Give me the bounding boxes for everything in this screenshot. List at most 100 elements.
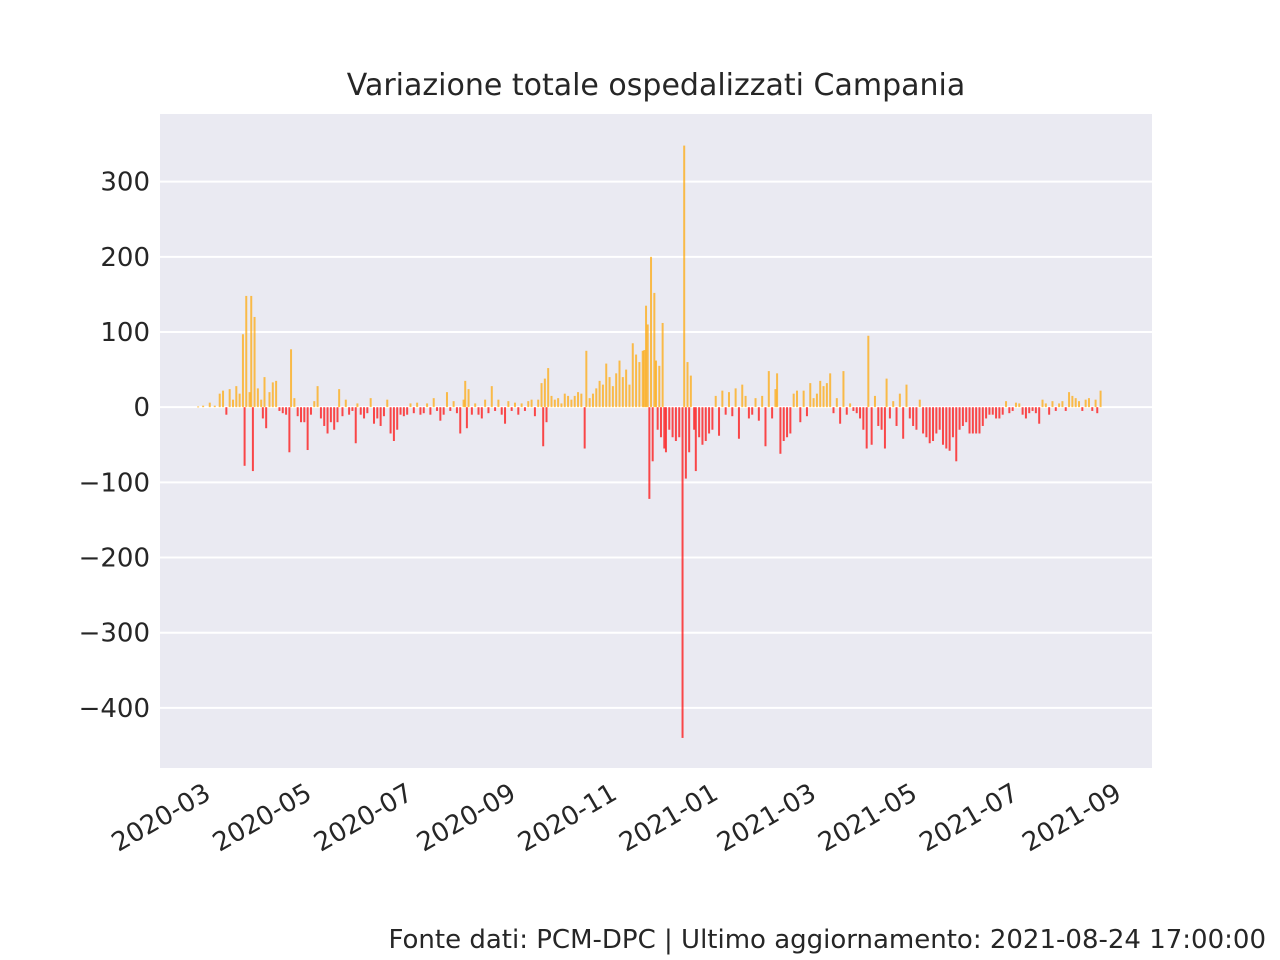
bar — [399, 407, 402, 415]
bar — [379, 407, 382, 426]
bar — [422, 407, 425, 414]
bar — [543, 378, 546, 408]
bar — [412, 407, 415, 414]
bar — [376, 407, 379, 419]
bar — [802, 390, 805, 408]
bar — [523, 407, 526, 411]
bar — [1081, 407, 1084, 411]
bar — [372, 407, 375, 424]
bar — [978, 407, 981, 434]
y-tick-label: −100 — [79, 468, 150, 498]
bar — [250, 295, 253, 408]
y-tick-label: 200 — [100, 243, 150, 273]
bar — [912, 407, 915, 426]
bar — [290, 349, 293, 408]
bar — [537, 399, 540, 408]
bar — [958, 407, 961, 430]
bar — [621, 377, 624, 408]
bar — [684, 407, 687, 479]
bar — [363, 407, 366, 419]
bar — [918, 399, 921, 408]
bar — [825, 383, 828, 408]
bar — [731, 407, 734, 417]
bar — [643, 350, 646, 408]
bar — [1064, 407, 1067, 411]
gridlines — [160, 180, 1152, 709]
bar — [870, 407, 873, 445]
bar — [474, 403, 477, 408]
bar — [951, 407, 954, 438]
bar — [855, 407, 858, 414]
bar — [902, 407, 905, 439]
bar — [883, 407, 886, 449]
x-tick-label: 2020-11 — [513, 778, 622, 858]
bar — [530, 399, 533, 408]
bar — [336, 407, 339, 423]
bar — [547, 368, 550, 408]
bar — [659, 407, 662, 438]
bar — [197, 406, 200, 408]
bar — [754, 398, 757, 408]
bar — [737, 407, 740, 439]
bar — [885, 378, 888, 408]
bar — [278, 407, 281, 411]
bar — [281, 407, 284, 414]
bar — [693, 407, 696, 430]
bar — [865, 407, 868, 449]
bar — [386, 399, 389, 408]
bar — [366, 407, 369, 414]
bar — [309, 407, 312, 415]
bar — [948, 407, 951, 451]
y-tick-label: −200 — [79, 544, 150, 574]
bar — [296, 407, 299, 417]
bar — [1051, 401, 1054, 408]
bar — [256, 388, 259, 408]
bar — [757, 407, 760, 421]
bar — [484, 399, 487, 408]
bar — [464, 380, 467, 408]
bar — [1031, 407, 1034, 411]
bar — [661, 322, 664, 408]
bar — [382, 407, 385, 417]
bar — [1005, 401, 1008, 408]
bar — [344, 399, 347, 408]
bar — [409, 403, 412, 408]
bar — [839, 407, 842, 424]
bar — [925, 407, 928, 438]
bar — [595, 388, 598, 408]
bar — [583, 407, 586, 449]
bar — [985, 407, 988, 419]
bar — [1094, 399, 1097, 408]
bar — [786, 407, 789, 438]
bar — [520, 403, 523, 408]
bar — [442, 407, 445, 415]
bar — [1008, 407, 1011, 414]
bar — [645, 305, 648, 408]
bar — [494, 407, 497, 411]
bar — [611, 386, 614, 408]
bar — [1071, 395, 1074, 408]
bar — [995, 407, 998, 419]
bar — [1048, 407, 1051, 415]
bar — [938, 407, 941, 430]
bar — [1091, 407, 1094, 411]
bar — [432, 398, 435, 408]
bar — [975, 407, 978, 434]
bar — [674, 407, 677, 441]
bar — [650, 256, 653, 408]
bar — [261, 407, 264, 419]
bar — [527, 401, 530, 408]
bar — [671, 407, 674, 438]
bar — [1024, 407, 1027, 419]
bar — [704, 407, 707, 441]
bar — [570, 399, 573, 408]
bar — [971, 407, 974, 434]
bar — [445, 392, 448, 408]
bar — [406, 407, 409, 415]
plot-background — [160, 114, 1152, 768]
bar — [208, 402, 211, 408]
bar — [319, 407, 322, 419]
bar — [303, 407, 306, 423]
bar — [213, 405, 216, 408]
bar — [1099, 390, 1102, 408]
